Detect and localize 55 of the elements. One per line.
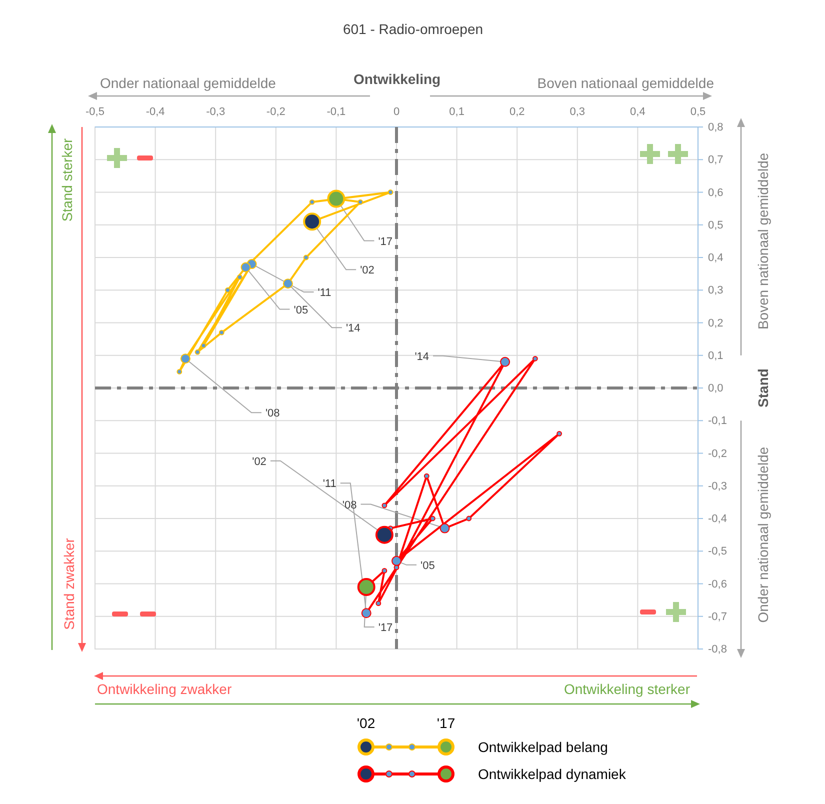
text: Stand zwakker <box>61 538 77 630</box>
y-tick-label: -0,6 <box>708 578 727 590</box>
annotation: '11 <box>318 287 332 300</box>
text: Ontwikkeling zwakker <box>97 681 232 697</box>
annotation: '05 <box>420 560 435 572</box>
y-tick-label: -0,1 <box>708 415 727 428</box>
x-tick-label: 0,2 <box>509 106 525 118</box>
x-tick-label: 0,1 <box>449 106 464 118</box>
annotation: '17 <box>378 236 393 248</box>
y-tick-label: 0,4 <box>708 252 724 264</box>
y-tick-label: -0,5 <box>708 546 727 558</box>
x-axis-title: Ontwikkeling <box>353 71 441 87</box>
y-tick-label: 0,1 <box>708 350 724 362</box>
annotation: '14 <box>346 322 360 335</box>
text: '17 <box>436 715 456 731</box>
annotation: '08 <box>265 408 280 420</box>
y-tick-label: 0,8 <box>708 122 724 134</box>
annotation: '05 <box>294 304 308 316</box>
annotation: '02 <box>252 456 266 468</box>
chart-title: 601 - Radio-omroepen <box>342 21 484 37</box>
text: Ontwikkeling sterker <box>564 681 690 697</box>
x-tick-label: -0,1 <box>326 106 346 118</box>
annotation: '11 <box>322 478 336 490</box>
x-tick-label: 0 <box>393 106 400 118</box>
y-tick-label: 0,2 <box>708 317 724 330</box>
text: Boven nationaal gemiddelde <box>537 75 714 91</box>
y-tick-label: 0,6 <box>708 186 724 199</box>
x-tick-label: 0,5 <box>690 106 706 118</box>
annotation: '02 <box>360 264 374 277</box>
text: '02 <box>356 715 376 731</box>
text: Boven nationaal gemiddelde <box>755 152 771 330</box>
y-tick-label: -0,2 <box>708 448 727 460</box>
y-tick-label: -0,8 <box>708 644 727 656</box>
legend-label: Ontwikkelpad dynamiek <box>478 766 627 782</box>
x-tick-label: -0,3 <box>206 106 226 118</box>
y-axis-title: Stand <box>755 368 771 408</box>
y-tick-label: 0,0 <box>708 382 724 395</box>
x-tick-label: 0,4 <box>630 106 646 118</box>
x-tick-label: 0,3 <box>570 106 586 118</box>
x-tick-label: -0,5 <box>86 106 104 118</box>
x-tick-label: -0,2 <box>266 106 286 118</box>
text: Stand sterker <box>59 138 75 222</box>
y-tick-label: 0,3 <box>708 284 724 297</box>
annotation: '17 <box>378 622 393 634</box>
legend-label: Ontwikkelpad belang <box>478 739 608 755</box>
annotation: '08 <box>342 499 357 512</box>
y-tick-label: -0,7 <box>708 610 727 623</box>
y-tick-label: 0,5 <box>708 219 724 232</box>
y-tick-label: -0,4 <box>708 513 727 526</box>
text: Onder nationaal gemiddelde <box>755 446 771 623</box>
x-tick-label: -0,4 <box>146 106 165 118</box>
y-tick-label: -0,3 <box>708 480 727 492</box>
annotation: '14 <box>414 350 430 363</box>
text: Onder nationaal gemiddelde <box>100 75 276 91</box>
y-tick-label: 0,7 <box>708 154 724 166</box>
